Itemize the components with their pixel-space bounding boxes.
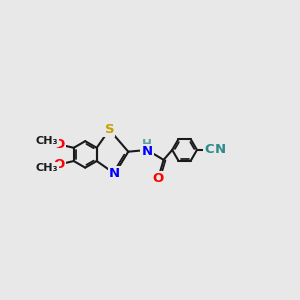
Text: N: N	[109, 167, 120, 180]
Text: N: N	[214, 143, 226, 156]
Text: C: C	[204, 143, 214, 156]
Text: N: N	[142, 145, 153, 158]
Text: O: O	[54, 138, 65, 151]
Text: CH₃: CH₃	[36, 163, 58, 173]
Text: O: O	[54, 158, 65, 171]
Text: H: H	[142, 138, 152, 151]
Text: O: O	[152, 172, 164, 185]
Text: CH₃: CH₃	[36, 136, 58, 146]
Text: S: S	[105, 123, 114, 136]
